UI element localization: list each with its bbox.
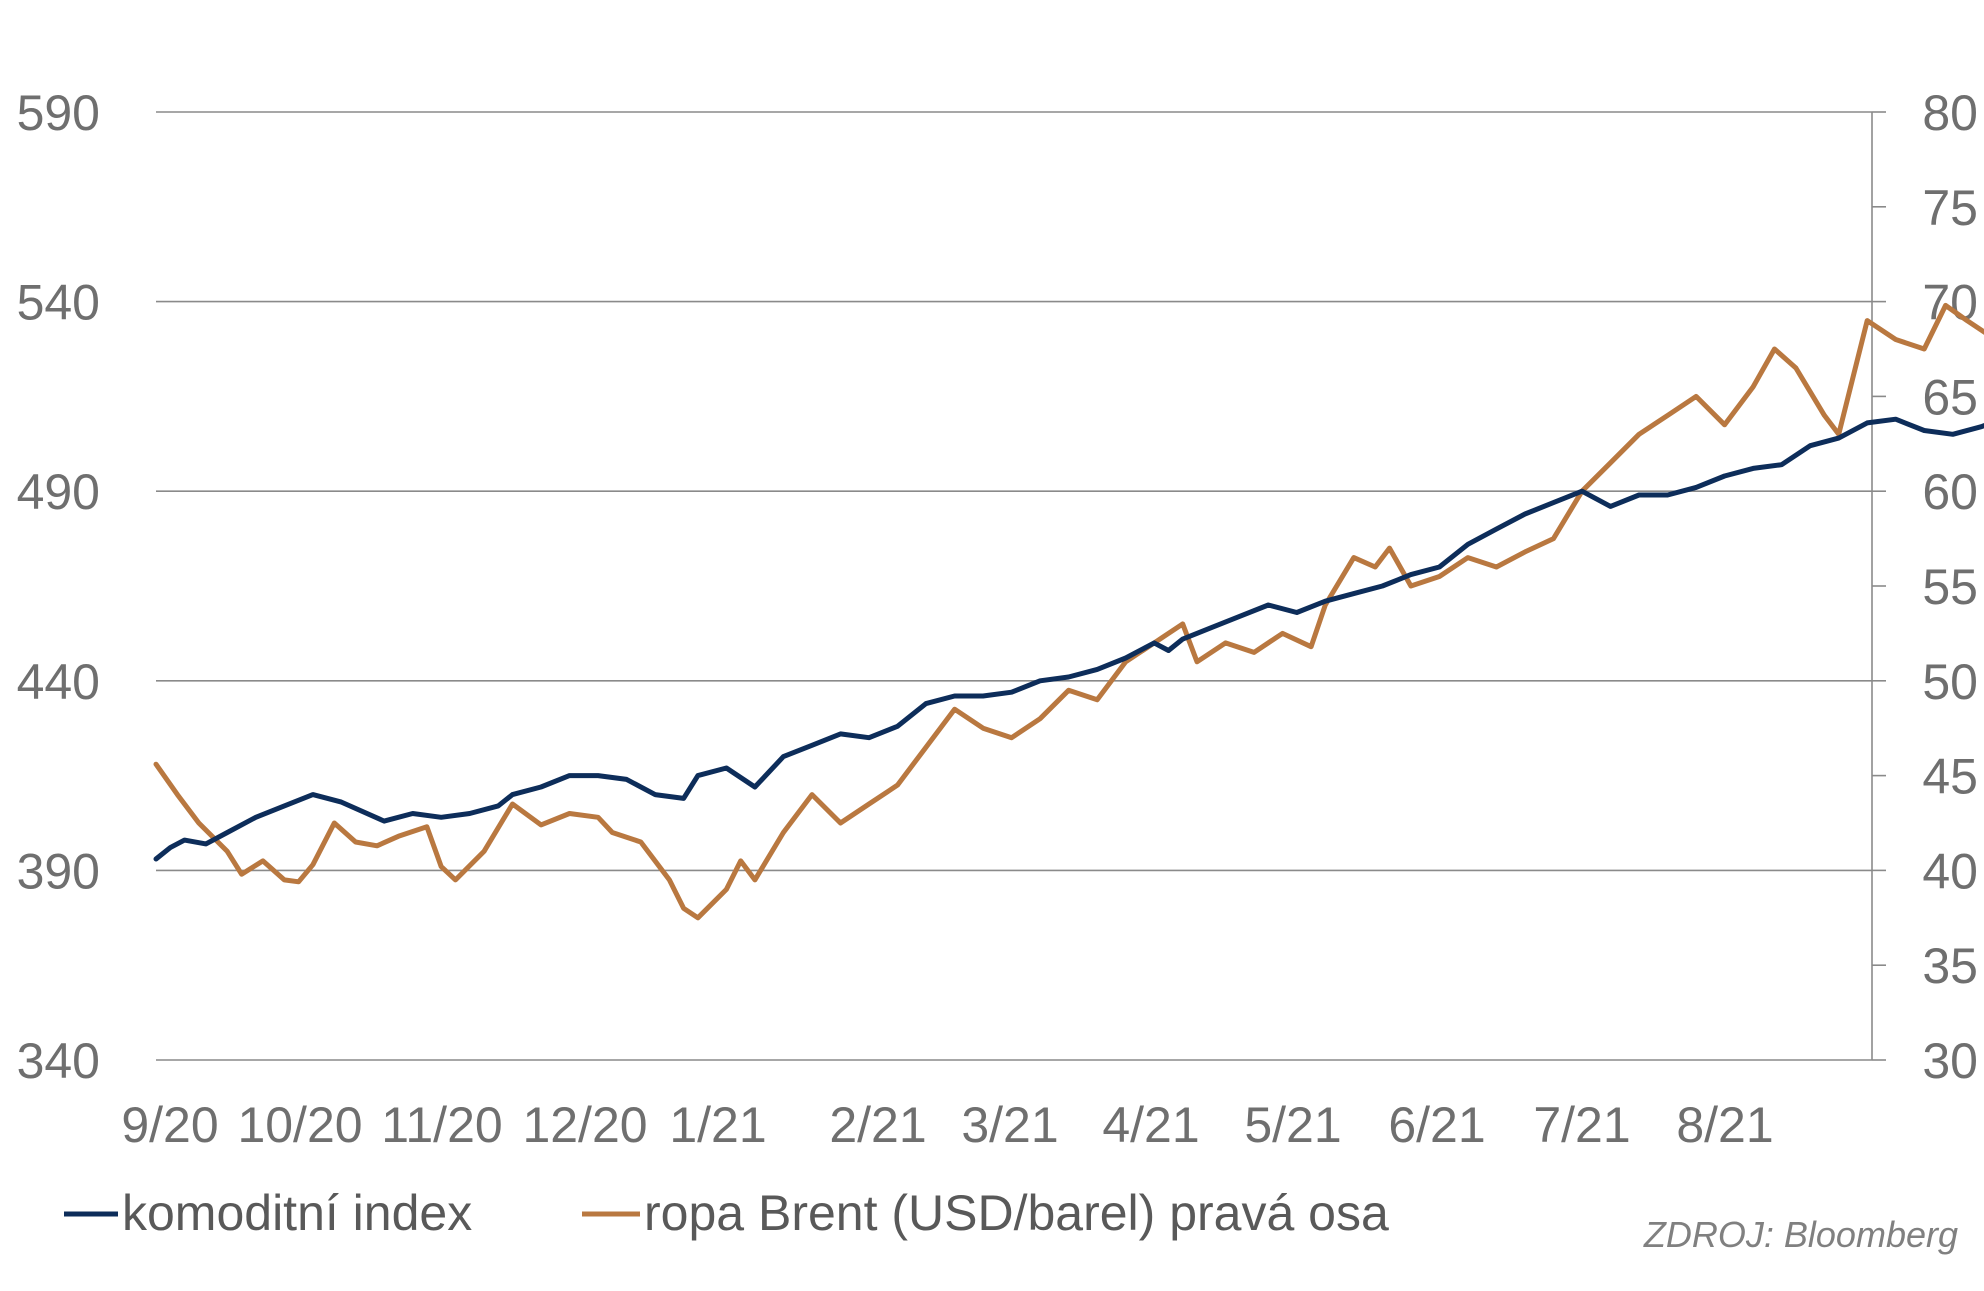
y-right-tick-label: 40 <box>1922 843 1978 899</box>
y-left-tick-label: 540 <box>17 275 100 331</box>
y-right-tick-label: 60 <box>1922 464 1978 520</box>
gridlines <box>156 111 1872 1061</box>
x-tick-label: 4/21 <box>1102 1097 1199 1153</box>
series-lines <box>153 302 1984 921</box>
x-tick-label: 1/21 <box>669 1097 766 1153</box>
y-left-tick-label: 340 <box>17 1033 100 1089</box>
legend-label: komoditní index <box>122 1185 472 1241</box>
source-note: ZDROJ: Bloomberg <box>1643 1214 1958 1255</box>
y-left-tick-label: 440 <box>17 654 100 710</box>
x-tick-label: 6/21 <box>1388 1097 1485 1153</box>
x-tick-label: 5/21 <box>1244 1097 1341 1153</box>
y-right-tick-label: 35 <box>1922 938 1978 994</box>
y-right-tick-label: 80 <box>1922 85 1978 141</box>
series-line-komoditni-index <box>153 416 1984 862</box>
series-line-ropa-brent <box>153 302 1984 921</box>
y-right-tick-label: 55 <box>1922 559 1978 615</box>
x-tick-label: 3/21 <box>961 1097 1058 1153</box>
y-right-tick-label: 50 <box>1922 654 1978 710</box>
axes: 3403904404905405903035404550556065707580… <box>17 85 1978 1153</box>
x-tick-label: 7/21 <box>1533 1097 1630 1153</box>
y-right-tick-label: 45 <box>1922 749 1978 805</box>
x-tick-label: 9/20 <box>121 1097 218 1153</box>
y-left-tick-label: 490 <box>17 464 100 520</box>
x-tick-label: 11/20 <box>381 1097 502 1153</box>
y-right-tick-label: 75 <box>1922 180 1978 236</box>
y-left-tick-label: 390 <box>17 843 100 899</box>
legend: komoditní index ropa Brent (USD/barel) pr… <box>64 1185 1389 1241</box>
x-tick-label: 8/21 <box>1676 1097 1773 1153</box>
x-tick-label: 2/21 <box>829 1097 926 1153</box>
x-tick-label: 10/20 <box>237 1097 362 1153</box>
y-right-tick-label: 65 <box>1922 369 1978 425</box>
y-left-tick-label: 590 <box>17 85 100 141</box>
legend-label: ropa Brent (USD/barel) pravá osa <box>644 1185 1389 1241</box>
y-right-tick-label: 30 <box>1922 1033 1978 1089</box>
x-tick-label: 12/20 <box>522 1097 647 1153</box>
